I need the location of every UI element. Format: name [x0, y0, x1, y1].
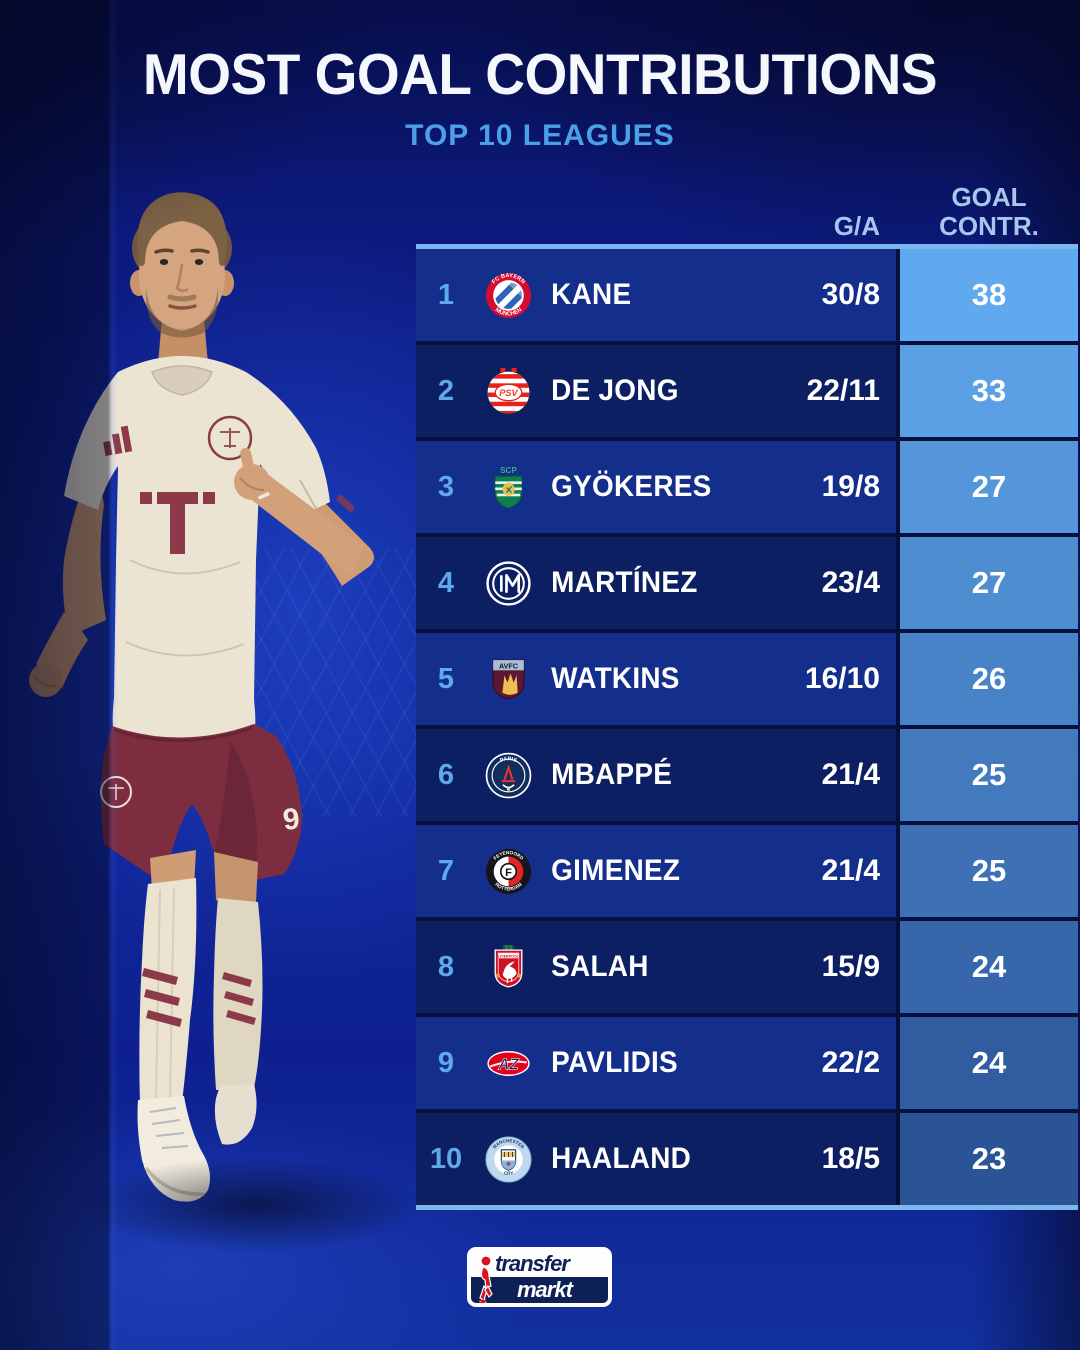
rank-value: 2 [416, 375, 476, 408]
player-name: MBAPPÉ [540, 758, 726, 792]
transfermarkt-logo-text-bottom: markt [517, 1277, 572, 1303]
table-row: 7 FEYENOORD ROTTERDAM F GIMENEZ 21/4 25 [416, 825, 1078, 917]
transfermarkt-logo: transfer markt [467, 1247, 612, 1307]
psg-badge-icon: PARIS [476, 752, 540, 799]
player-name: DE JONG [540, 374, 726, 408]
rank-value: 8 [416, 951, 476, 984]
table-row-main: 4 MARTÍNEZ 23/4 [416, 537, 896, 629]
table-row: 4 MARTÍNEZ 23/4 27 [416, 537, 1078, 629]
goal-contributions-value: 23 [900, 1113, 1078, 1205]
svg-text:9: 9 [281, 802, 301, 837]
page-subtitle: TOP 10 LEAGUES [0, 119, 1080, 153]
player-name: PAVLIDIS [540, 1046, 726, 1080]
column-header-goal-contr-line2: CONTR. [900, 212, 1078, 241]
goal-contributions-value: 26 [900, 633, 1078, 725]
table-row-main: 5 AVFC WATKINS 16/10 [416, 633, 896, 725]
goals-assists-value: 21/4 [740, 854, 896, 888]
player-name: MARTÍNEZ [540, 566, 726, 600]
svg-text:CITY: CITY [503, 1170, 513, 1176]
player-name: HAALAND [540, 1142, 726, 1176]
goals-assists-value: 23/4 [740, 566, 896, 600]
table-row: 1 FC BAYERN MÜNCHEN KANE 30/8 38 [416, 249, 1078, 341]
svg-text:SCP: SCP [500, 466, 517, 475]
sporting-badge-icon: SCP [476, 464, 540, 511]
az-badge-icon: AZ [476, 1040, 540, 1087]
rank-value: 9 [416, 1047, 476, 1080]
liverpool-badge-icon: LIVERPOOL [476, 944, 540, 991]
rank-value: 7 [416, 855, 476, 888]
table-row-main: 1 FC BAYERN MÜNCHEN KANE 30/8 [416, 249, 896, 341]
table-row: 2 PSV DE JONG 22/11 33 [416, 345, 1078, 437]
player-name: GIMENEZ [540, 854, 726, 888]
villa-badge-icon: AVFC [476, 656, 540, 703]
rank-value: 3 [416, 471, 476, 504]
table-row-main: 2 PSV DE JONG 22/11 [416, 345, 896, 437]
column-header-goal-contr-line1: GOAL [900, 183, 1078, 212]
table-bottom-border [416, 1205, 1078, 1210]
rank-value: 4 [416, 567, 476, 600]
goal-contributions-value: 25 [900, 825, 1078, 917]
inter-badge-icon [476, 560, 540, 607]
goal-contributions-value: 27 [900, 441, 1078, 533]
rank-value: 10 [416, 1143, 476, 1176]
table-row: 6 PARIS MBAPPÉ 21/4 25 [416, 729, 1078, 821]
table-row-main: 9 AZ PAVLIDIS 22/2 [416, 1017, 896, 1109]
table-row: 9 AZ PAVLIDIS 22/2 24 [416, 1017, 1078, 1109]
table-row: 3 SCP GYÖKERES 19/8 27 [416, 441, 1078, 533]
goal-contributions-value: 38 [900, 249, 1078, 341]
rank-value: 6 [416, 759, 476, 792]
goal-contributions-value: 24 [900, 1017, 1078, 1109]
column-header-goal-contr: GOAL CONTR. [900, 183, 1078, 241]
table-rows: 1 FC BAYERN MÜNCHEN KANE 30/8 38 2 PSV D… [416, 249, 1078, 1205]
table-row: 5 AVFC WATKINS 16/10 26 [416, 633, 1078, 725]
player-name: KANE [540, 278, 726, 312]
svg-text:AVFC: AVFC [499, 662, 518, 670]
goals-assists-value: 22/11 [740, 374, 896, 408]
table-row-main: 3 SCP GYÖKERES 19/8 [416, 441, 896, 533]
table-row: 8 LIVERPOOL SALAH 15/9 24 [416, 921, 1078, 1013]
player-name: SALAH [540, 950, 726, 984]
table-row-main: 7 FEYENOORD ROTTERDAM F GIMENEZ 21/4 [416, 825, 896, 917]
goal-contributions-value: 33 [900, 345, 1078, 437]
goal-contributions-value: 24 [900, 921, 1078, 1013]
svg-text:PSV: PSV [499, 388, 518, 398]
table-row: 10 MANCHESTER CITY HAALAND 18/5 23 [416, 1113, 1078, 1205]
svg-text:LIVERPOOL: LIVERPOOL [497, 954, 519, 958]
rank-value: 5 [416, 663, 476, 696]
svg-text:AZ: AZ [497, 1056, 519, 1073]
psv-badge-icon: PSV [476, 368, 540, 415]
bayern-badge-icon: FC BAYERN MÜNCHEN [476, 272, 540, 319]
goal-contributions-value: 25 [900, 729, 1078, 821]
goals-assists-value: 18/5 [740, 1142, 896, 1176]
rank-value: 1 [416, 279, 476, 312]
table-row-main: 6 PARIS MBAPPÉ 21/4 [416, 729, 896, 821]
svg-text:F: F [505, 867, 512, 879]
feyenoord-badge-icon: FEYENOORD ROTTERDAM F [476, 848, 540, 895]
goals-assists-value: 15/9 [740, 950, 896, 984]
page-title: MOST GOAL CONTRIBUTIONS [0, 40, 1080, 107]
transfermarkt-logo-text-top: transfer [495, 1251, 569, 1277]
player-name: GYÖKERES [540, 470, 726, 504]
goals-assists-value: 22/2 [740, 1046, 896, 1080]
goals-assists-value: 30/8 [740, 278, 896, 312]
goals-assists-value: 21/4 [740, 758, 896, 792]
mancity-badge-icon: MANCHESTER CITY [476, 1136, 540, 1183]
harry-kane-photo: 9 [0, 0, 430, 1350]
column-header-ga: G/A [700, 211, 880, 242]
goals-assists-value: 19/8 [740, 470, 896, 504]
transfermarkt-player-icon [473, 1254, 499, 1306]
ranking-table: 1 FC BAYERN MÜNCHEN KANE 30/8 38 2 PSV D… [416, 244, 1078, 1210]
player-name: WATKINS [540, 662, 726, 696]
infographic-poster: 9 MOST GOAL CONTRIBUTIONS TOP 10 LEAGUES… [0, 0, 1080, 1350]
goal-contributions-value: 27 [900, 537, 1078, 629]
table-row-main: 8 LIVERPOOL SALAH 15/9 [416, 921, 896, 1013]
table-row-main: 10 MANCHESTER CITY HAALAND 18/5 [416, 1113, 896, 1205]
goals-assists-value: 16/10 [740, 662, 896, 696]
